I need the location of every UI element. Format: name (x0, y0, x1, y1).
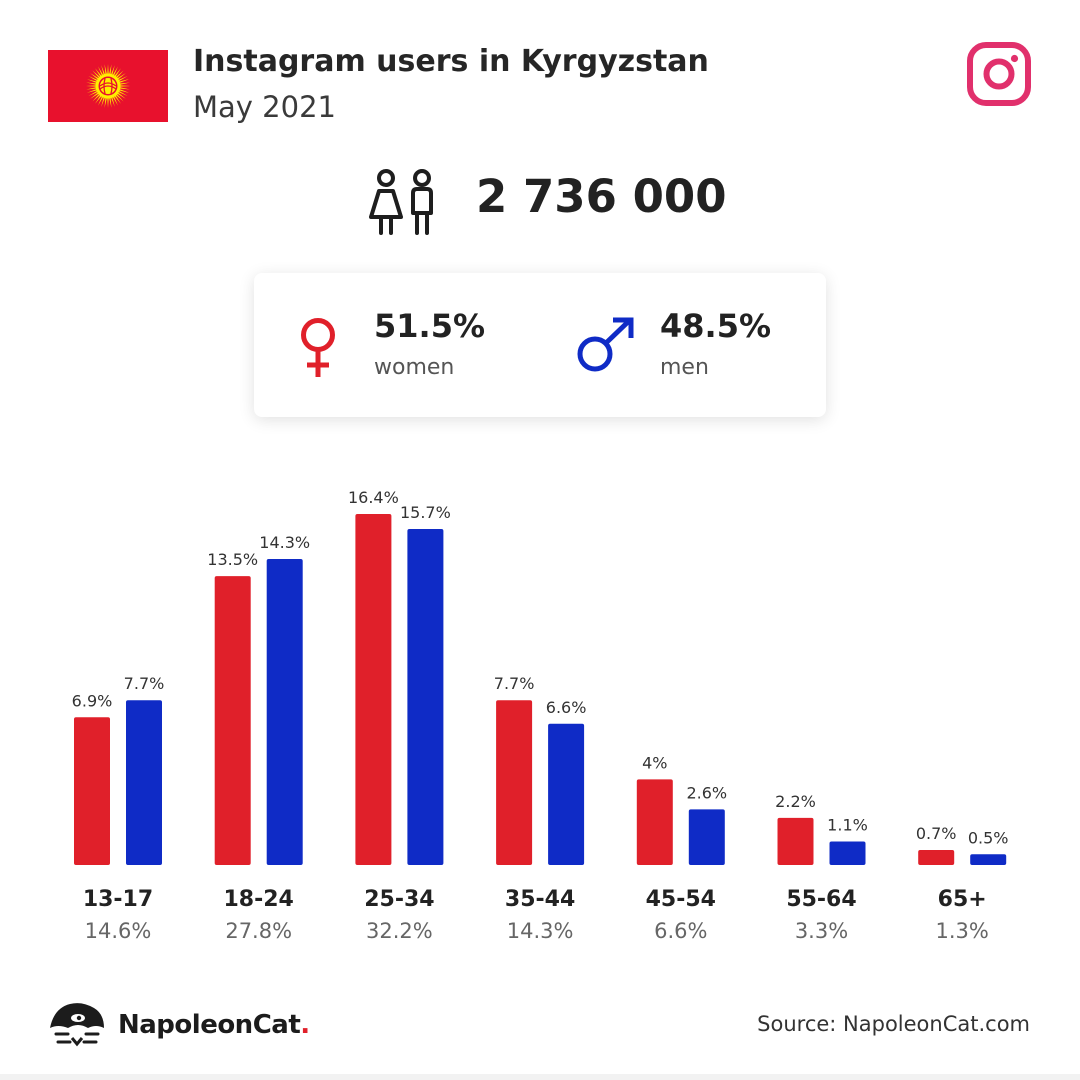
page-subtitle: May 2021 (193, 90, 336, 124)
bar-men-13-17 (126, 700, 162, 865)
data-label-men-55-64: 1.1% (827, 816, 868, 835)
gender-card: 51.5% women 48.5% men (254, 273, 826, 417)
category-label-25-34: 25-34 (364, 887, 434, 912)
page-title: Instagram users in Kyrgyzstan (193, 44, 709, 79)
data-label-men-65+: 0.5% (968, 828, 1009, 847)
total-users: 2 736 000 (476, 170, 727, 223)
data-label-men-25-34: 15.7% (400, 503, 451, 522)
category-label-35-44: 35-44 (505, 887, 575, 912)
category-total-18-24: 27.8% (225, 919, 292, 943)
male-symbol-icon (577, 317, 634, 372)
category-total-45-54: 6.6% (654, 919, 707, 943)
category-total-25-34: 32.2% (366, 919, 433, 943)
bar-men-18-24 (266, 559, 303, 865)
women-percent: 51.5% (374, 307, 486, 345)
bar-women-13-17 (74, 717, 110, 865)
category-label-18-24: 18-24 (224, 887, 294, 912)
data-label-women-18-24: 13.5% (207, 550, 258, 569)
brand-text: NapoleonCat (118, 1010, 301, 1040)
category-label-13-17: 13-17 (83, 887, 153, 912)
men-label: men (660, 355, 709, 380)
instagram-icon[interactable] (966, 41, 1032, 107)
bar-women-55-64 (777, 817, 814, 865)
data-label-women-55-64: 2.2% (775, 792, 816, 811)
age-gender-bar-chart: 6.9%7.7%13-1714.6%13.5%14.3%18-2427.8%16… (72, 488, 1009, 943)
bar-women-65+ (918, 850, 955, 865)
bar-men-55-64 (829, 841, 866, 865)
bar-men-45-54 (688, 809, 725, 865)
data-label-men-18-24: 14.3% (259, 533, 310, 552)
bar-women-25-34 (355, 514, 392, 865)
data-label-women-25-34: 16.4% (348, 488, 399, 507)
bar-women-35-44 (496, 700, 533, 865)
kyrgyzstan-flag-icon (48, 50, 168, 122)
bottom-strip (0, 1074, 1080, 1080)
women-label: women (374, 355, 455, 380)
data-label-men-45-54: 2.6% (686, 783, 727, 802)
bar-women-18-24 (214, 576, 251, 865)
people-icon (369, 169, 433, 235)
bar-men-35-44 (548, 723, 585, 865)
category-total-13-17: 14.6% (85, 919, 152, 943)
napoleoncat-logo-icon (50, 1003, 104, 1047)
category-label-55-64: 55-64 (786, 887, 856, 912)
brand-name: NapoleonCat. (118, 1010, 310, 1040)
female-symbol-icon (301, 318, 335, 377)
data-label-women-13-17: 6.9% (72, 691, 113, 710)
data-label-men-13-17: 7.7% (124, 674, 165, 693)
source-text: Source: NapoleonCat.com (757, 1012, 1030, 1036)
data-label-women-35-44: 7.7% (494, 674, 535, 693)
category-label-65+: 65+ (938, 887, 987, 912)
data-label-women-45-54: 4% (642, 753, 667, 772)
category-total-35-44: 14.3% (507, 919, 574, 943)
bar-women-45-54 (636, 779, 673, 865)
category-label-45-54: 45-54 (646, 887, 716, 912)
data-label-men-35-44: 6.6% (546, 698, 587, 717)
bar-men-65+ (970, 854, 1007, 865)
category-total-65+: 1.3% (936, 919, 989, 943)
data-label-women-65+: 0.7% (916, 824, 957, 843)
bar-men-25-34 (407, 529, 444, 865)
brand-dot: . (300, 1010, 310, 1040)
category-total-55-64: 3.3% (795, 919, 848, 943)
men-percent: 48.5% (660, 307, 772, 345)
